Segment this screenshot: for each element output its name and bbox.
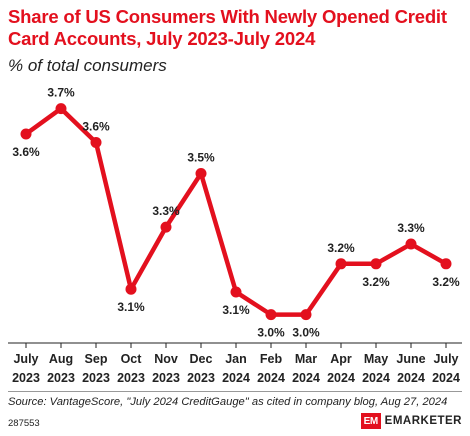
data-label: 3.1% (117, 300, 145, 314)
x-tick-label-year: 2023 (82, 371, 110, 385)
data-point (265, 309, 277, 321)
data-label: 3.3% (152, 204, 180, 218)
x-tick-label-month: Oct (121, 352, 143, 366)
data-point (440, 258, 452, 270)
data-label: 3.7% (47, 86, 75, 100)
data-label: 3.3% (397, 221, 425, 235)
data-point (230, 286, 242, 298)
x-tick-label-year: 2024 (222, 371, 250, 385)
x-tick-label-month: Mar (295, 352, 317, 366)
data-label: 3.6% (82, 119, 110, 133)
logo-mark-icon: EM (360, 413, 381, 429)
data-point (20, 128, 32, 140)
logo-text: EMARKETER (384, 415, 462, 427)
x-tick-label-year: 2023 (152, 371, 180, 385)
data-label: 3.0% (257, 326, 285, 340)
chart-title: Share of US Consumers With Newly Opened … (8, 6, 447, 49)
x-tick-label-month: July (13, 352, 38, 366)
x-tick-label-month: Nov (154, 352, 178, 366)
data-label: 3.1% (222, 303, 250, 317)
x-tick-label-year: 2023 (187, 371, 215, 385)
chart-subtitle: % of total consumers (8, 56, 167, 75)
x-tick-label-month: Apr (330, 352, 352, 366)
x-tick-label-year: 2024 (292, 371, 320, 385)
x-tick-label-month: May (364, 352, 388, 366)
data-point (160, 221, 172, 233)
data-label: 3.6% (12, 145, 40, 159)
x-tick-label-month: Dec (190, 352, 213, 366)
x-tick-label-year: 2024 (327, 371, 355, 385)
x-tick-label-year: 2023 (12, 371, 40, 385)
x-tick-label-month: Feb (260, 352, 283, 366)
x-tick-label-year: 2024 (432, 371, 460, 385)
data-point (405, 238, 417, 250)
x-tick-label-year: 2024 (257, 371, 285, 385)
source-note: Source: VantageScore, "July 2024 CreditG… (8, 396, 448, 408)
data-point (90, 136, 102, 148)
x-tick-label-year: 2023 (117, 371, 145, 385)
footer-divider (8, 391, 462, 392)
data-label: 3.5% (187, 150, 215, 164)
data-label: 3.2% (327, 241, 355, 255)
emarketer-logo: EM EMARKETER (360, 413, 462, 429)
data-point (300, 309, 312, 321)
data-point (55, 103, 67, 115)
data-label: 3.2% (362, 275, 390, 289)
x-tick-label-month: Sep (85, 352, 108, 366)
data-point (195, 167, 207, 179)
data-point (125, 283, 137, 295)
chart-id: 287553 (8, 418, 40, 429)
x-tick-label-year: 2023 (47, 371, 75, 385)
data-point (370, 258, 382, 270)
x-tick-label-month: Aug (49, 352, 73, 366)
x-tick-label-month: Jan (225, 352, 247, 366)
data-label: 3.2% (432, 275, 460, 289)
x-tick-label-month: June (396, 352, 425, 366)
data-point (335, 258, 347, 270)
x-tick-label-year: 2024 (397, 371, 425, 385)
x-tick-label-year: 2024 (362, 371, 390, 385)
x-tick-label-month: July (433, 352, 458, 366)
data-label: 3.0% (292, 326, 320, 340)
